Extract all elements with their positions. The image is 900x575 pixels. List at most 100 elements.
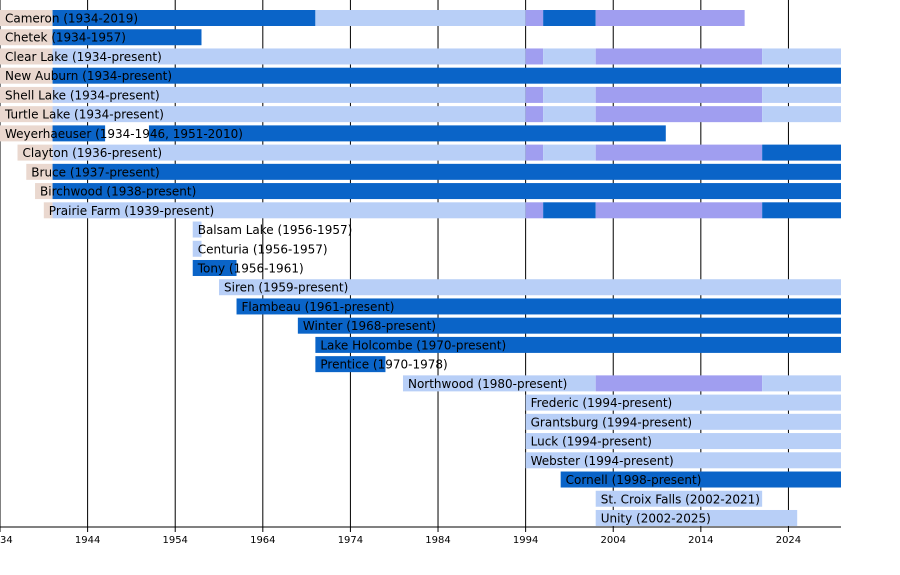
row-label: Prentice (1970-1978): [320, 358, 447, 372]
row-label: Tony (1956-1961): [197, 261, 304, 275]
x-tick-label: 1994: [513, 535, 538, 546]
segment: [525, 106, 544, 123]
x-tick-label: 2014: [688, 535, 713, 546]
segment: [52, 125, 106, 142]
segment: [762, 86, 841, 103]
segment: [315, 356, 386, 373]
x-tick-label: 2024: [776, 535, 801, 546]
row-label: New Auburn (1934-present): [5, 69, 172, 83]
x-tick-label: 1954: [162, 535, 187, 546]
row-label: Balsam Lake (1956-1957): [198, 223, 353, 237]
segment: [52, 202, 526, 219]
segment: [525, 86, 544, 103]
x-tick-label: 1934: [0, 535, 13, 546]
x-tick-label: 2004: [601, 535, 626, 546]
segment: [525, 394, 841, 411]
segment: [560, 471, 841, 488]
segment: [543, 106, 596, 123]
segment: [762, 106, 841, 123]
segment: [595, 10, 745, 26]
segment: [543, 48, 596, 65]
segment: [43, 202, 53, 219]
segment: [543, 10, 596, 26]
row-label: Cameron (1934-2019): [5, 12, 138, 26]
segment: [525, 10, 544, 26]
segment: [0, 10, 53, 26]
segment: [595, 202, 763, 219]
row-label: Flambeau (1961-present): [242, 300, 395, 314]
row-label: Cornell (1998-present): [566, 473, 702, 487]
row-label: Northwood (1980-present): [408, 377, 567, 391]
segment: [543, 202, 596, 219]
segment: [192, 240, 202, 257]
segment: [595, 509, 798, 526]
row-label: Winter (1968-present): [303, 319, 436, 333]
x-tick-label: 1984: [425, 535, 450, 546]
segment: [0, 106, 53, 123]
segment: [595, 375, 763, 392]
row-label: Birchwood (1938-present): [40, 185, 196, 199]
segment: [52, 67, 841, 84]
segment: [762, 375, 841, 392]
segment: [595, 144, 763, 161]
segment: [192, 259, 237, 276]
row-label: Luck (1994-present): [531, 435, 652, 449]
segment: [525, 433, 841, 450]
segment: [595, 48, 763, 65]
segment: [52, 48, 526, 65]
segment: [525, 48, 544, 65]
row-label: St. Croix Falls (2002-2021): [601, 492, 760, 506]
row-label: Weyerhaeuser (1934-1946, 1951-2010): [5, 127, 243, 141]
segment: [0, 67, 53, 84]
segment: [595, 106, 763, 123]
segment: [762, 144, 841, 161]
segment: [236, 298, 841, 315]
row-label: Webster (1994-present): [531, 454, 674, 468]
row-label: Chetek (1934-1957): [5, 31, 126, 45]
row-label: Lake Holcombe (1970-present): [320, 338, 506, 352]
segment: [315, 336, 841, 353]
segment: [315, 10, 526, 26]
segment: [525, 144, 544, 161]
row-label: Frederic (1994-present): [531, 396, 673, 410]
segment: [762, 48, 841, 65]
row-label: Bruce (1937-present): [31, 165, 159, 179]
segment: [52, 183, 841, 200]
row-label: Shell Lake (1934-present): [5, 88, 160, 102]
row-label: Centuria (1956-1957): [198, 242, 328, 256]
segment: [525, 413, 841, 430]
x-tick-label: 1964: [250, 535, 275, 546]
segment: [525, 452, 841, 469]
segment: [0, 48, 53, 65]
segment: [192, 221, 202, 238]
segment: [0, 29, 53, 46]
x-tick-label: 1974: [338, 535, 363, 546]
row-label: Unity (2002-2025): [601, 511, 711, 525]
segment: [35, 183, 53, 200]
x-tick-label: 1944: [75, 535, 100, 546]
row-label: Prairie Farm (1939-present): [49, 204, 214, 218]
segment: [402, 375, 596, 392]
segment: [0, 125, 53, 142]
segment: [762, 202, 841, 219]
segment: [52, 106, 526, 123]
row-label: Clayton (1936-present): [23, 146, 162, 160]
segment: [543, 86, 596, 103]
segment: [52, 29, 202, 46]
segment: [297, 317, 842, 334]
segment: [52, 10, 316, 26]
row-label: Siren (1959-present): [224, 281, 348, 295]
segment: [17, 144, 53, 161]
segment: [26, 163, 53, 180]
segment: [543, 144, 596, 161]
segment: [0, 86, 53, 103]
segment: [525, 202, 544, 219]
segment: [52, 144, 526, 161]
row-label: Grantsburg (1994-present): [531, 415, 692, 429]
row-label: Clear Lake (1934-present): [5, 50, 162, 64]
segment: [148, 125, 666, 142]
segment: [595, 490, 763, 507]
segment: [52, 86, 526, 103]
